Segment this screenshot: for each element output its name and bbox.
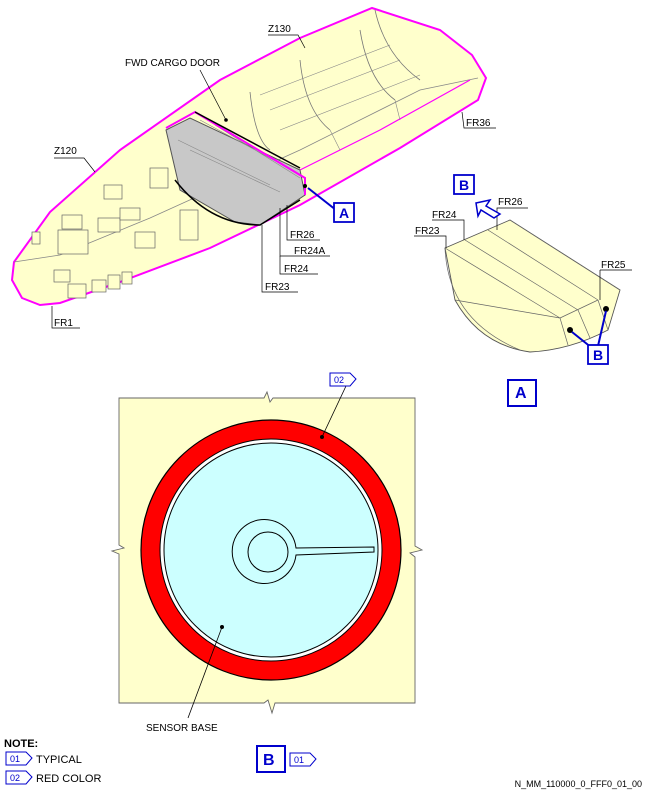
- door-sill: [174, 179, 301, 226]
- detail-a-frame-lines: [444, 219, 621, 346]
- fuselage-view: Z130 FWD CARGO DOOR Z120 FR36 FR26 FR24A…: [10, 6, 496, 329]
- fr1-label: FR1: [54, 318, 73, 329]
- detail-a-title-box: [507, 379, 537, 407]
- detail-b-view: 02 SENSOR BASE B 01: [110, 372, 424, 773]
- note-red-color-text: RED COLOR: [36, 773, 101, 785]
- z120-leader: [54, 157, 96, 173]
- z130-leader: [268, 34, 306, 49]
- aft-frame-3: [359, 29, 396, 101]
- aft-frame-1: [249, 91, 271, 151]
- note-tag-02-text: 02: [10, 773, 20, 783]
- note-tag-02-box: [5, 770, 33, 785]
- fr26-label: FR26: [290, 230, 315, 241]
- callout-b-text: B: [593, 347, 603, 363]
- fr25-detail-label: FR25: [601, 260, 626, 271]
- detail-a-title-text: A: [515, 385, 527, 402]
- callout-a-leader: [307, 187, 337, 211]
- aft-box-lines: [259, 44, 421, 151]
- fr26-detail-leader: [496, 207, 528, 230]
- callout-b-box: [587, 344, 609, 365]
- fr1-leader: [51, 306, 80, 329]
- fwd-cargo-door-label: FWD CARGO DOOR: [125, 58, 220, 69]
- view-b-arrow: [475, 198, 502, 219]
- fr23-detail-leader: [414, 235, 447, 248]
- view-b-text: B: [459, 177, 469, 193]
- detail-b-title-text: B: [263, 752, 275, 769]
- tag-01-box: [289, 752, 317, 767]
- fr36-label: FR36: [466, 118, 491, 129]
- figure-id: N_MM_110000_0_FFF0_01_00: [515, 779, 642, 789]
- door-frames: [177, 119, 301, 193]
- fwd-cargo-door-leader: [199, 69, 227, 121]
- sensor-base-label: SENSOR BASE: [146, 723, 218, 734]
- note-typical-text: TYPICAL: [36, 754, 82, 766]
- fr25-detail-leader: [599, 269, 632, 300]
- aft-frame-2: [299, 59, 331, 131]
- note-tag-01-box: [5, 751, 33, 766]
- fr36-leader: [461, 111, 496, 129]
- fr24-leader: [279, 256, 318, 275]
- detail-b-title-box: [256, 745, 286, 773]
- sensor-base-leader: [187, 626, 223, 719]
- tag-02-text: 02: [334, 375, 344, 385]
- note-title: NOTE:: [4, 738, 38, 750]
- note-tag-01-text: 01: [10, 754, 20, 764]
- notes-block: NOTE: 01 TYPICAL 02 RED COLOR: [4, 738, 101, 785]
- fr24a-label: FR24A: [294, 246, 325, 257]
- sensor-point-right: [603, 306, 609, 312]
- fr23-leader: [261, 225, 298, 293]
- equipment-blocks: [31, 167, 199, 299]
- aft-frame-4: [374, 9, 421, 81]
- z130-label: Z130: [268, 24, 291, 35]
- detail-a-bowl: [444, 247, 521, 351]
- tag-02-leader: [321, 385, 347, 438]
- sensor-keyhole-inner: [247, 531, 289, 573]
- fr26-detail-label: FR26: [498, 197, 523, 208]
- tag-02-box: [329, 372, 357, 387]
- fr24-detail-label: FR24: [432, 210, 457, 221]
- tag-02-dot: [320, 435, 324, 439]
- sensor-point-left: [567, 327, 573, 333]
- callout-a-text: A: [339, 205, 349, 221]
- z120-label: Z120: [54, 146, 77, 157]
- detail-a-view: FR26 FR24 FR23 FR25 B B A: [414, 174, 632, 407]
- sensor-base-dot: [220, 625, 224, 629]
- fwd-cargo-door-leader-dot: [224, 118, 228, 122]
- callout-a-box: [333, 202, 355, 223]
- view-b-box: [453, 174, 475, 195]
- detail-a-body: [444, 219, 621, 353]
- fr24-detail-leader: [432, 219, 465, 240]
- door-top: [194, 111, 301, 169]
- tag-01-text: 01: [294, 755, 304, 765]
- fr23-detail-label: FR23: [415, 226, 440, 237]
- fr24-label: FR24: [284, 264, 309, 275]
- sensor-location-dot: [303, 184, 307, 188]
- fr26-leader: [286, 205, 320, 241]
- fr23-label: FR23: [265, 282, 290, 293]
